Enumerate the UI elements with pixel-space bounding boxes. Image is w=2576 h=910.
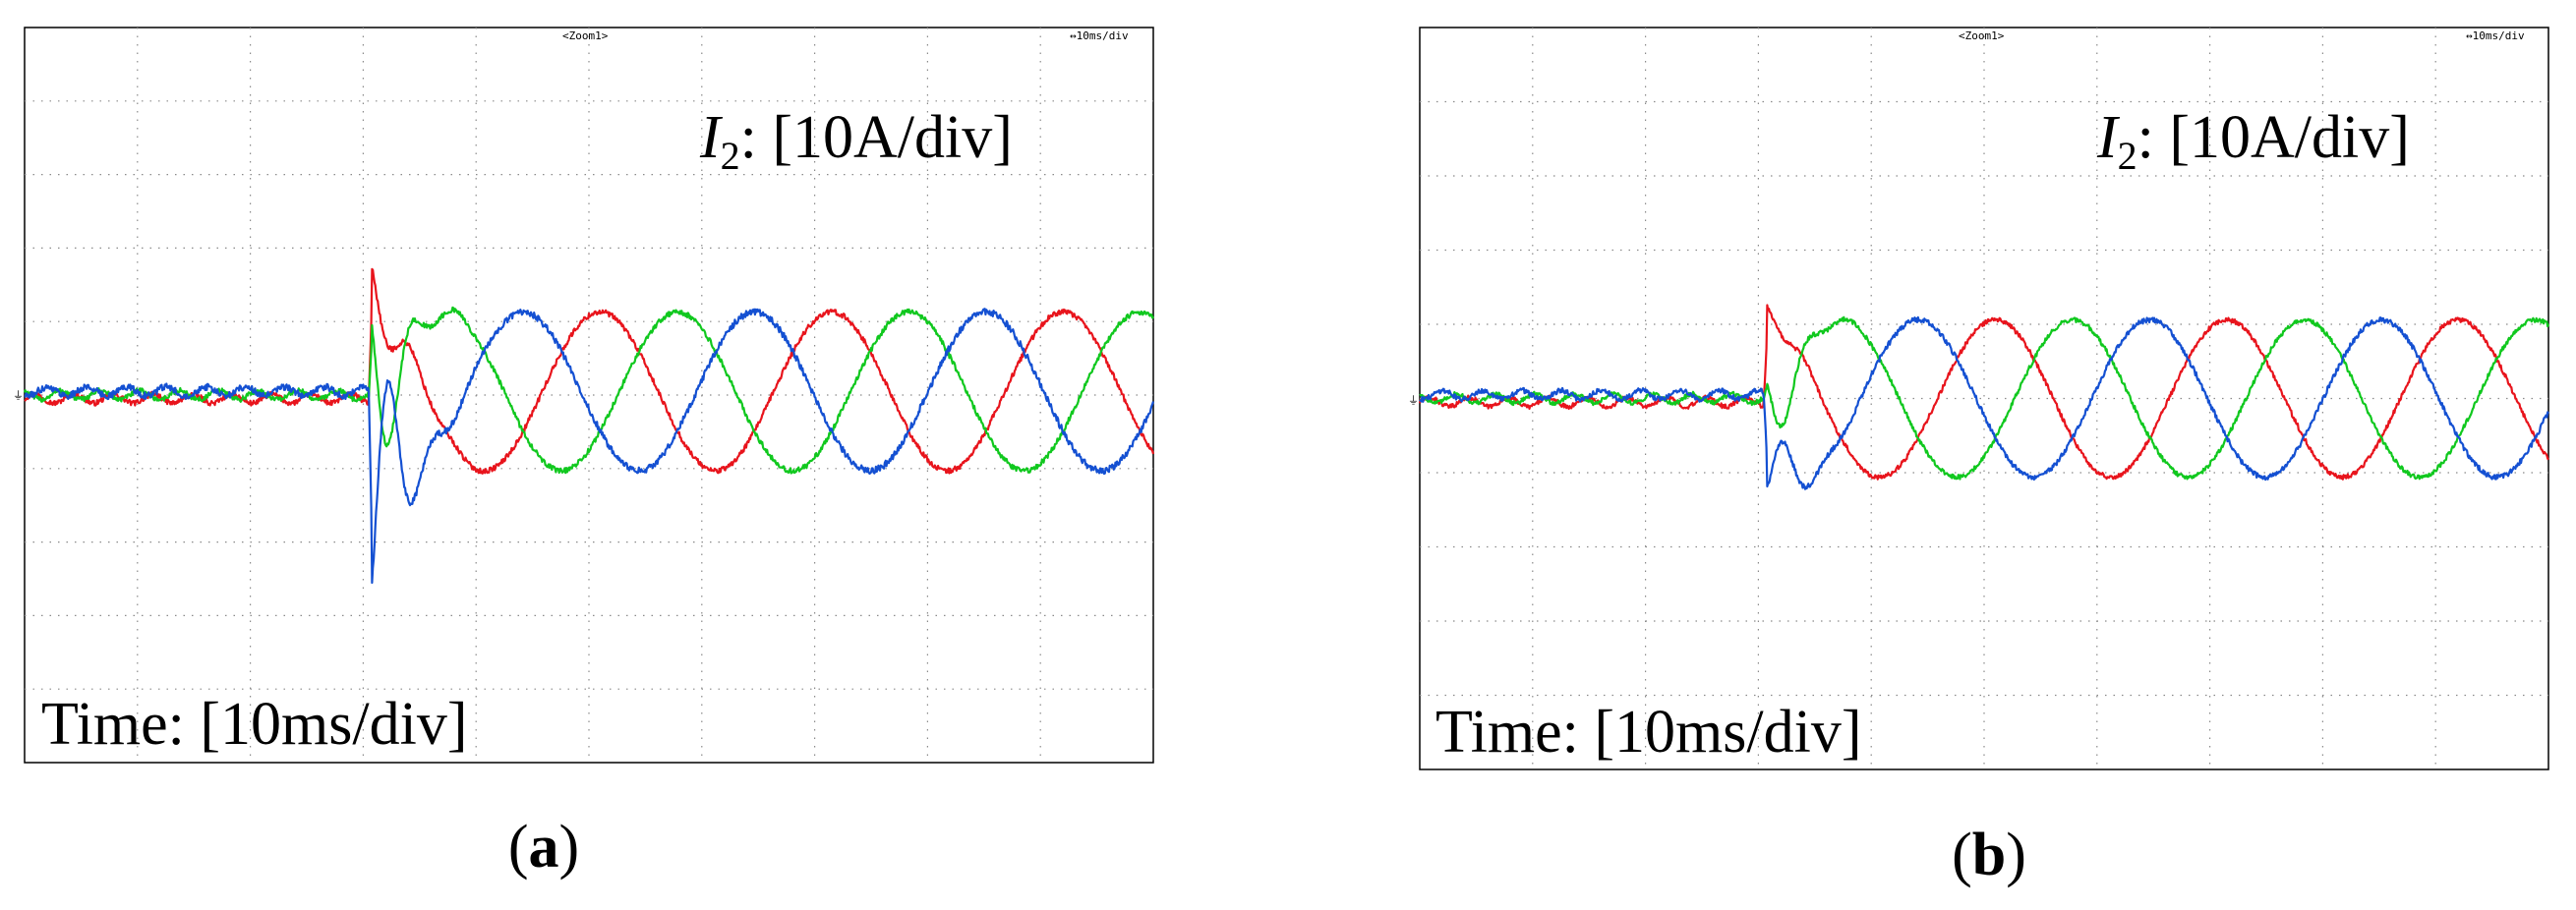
panel-b: <Zoom1> ↔10ms/div I2: [10A/div] Time: [1… xyxy=(1408,28,2548,888)
ground-marker-a: ⏚ xyxy=(13,389,24,402)
caption-open-b: ( xyxy=(1952,822,1972,888)
current-scale-b: : [10A/div] xyxy=(2137,104,2410,171)
ground-marker-b: ⏚ xyxy=(1408,394,1419,407)
caption-letter-b: b xyxy=(1972,822,2006,888)
current-scale-a: : [10A/div] xyxy=(740,104,1013,171)
timebase-label-a: ↔10ms/div xyxy=(1070,29,1129,42)
panel-a: <Zoom1> ↔10ms/div I2: [10A/div] Time: [1… xyxy=(13,28,1153,881)
caption-close-b: ) xyxy=(2006,822,2026,888)
zoom-label-b: <Zoom1> xyxy=(1959,29,2005,42)
caption-open-a: ( xyxy=(508,814,529,881)
time-scale-label-a: Time: [10ms/div] xyxy=(41,691,468,758)
zoom-label-a: <Zoom1> xyxy=(562,29,609,42)
caption-close-a: ) xyxy=(559,814,580,881)
timebase-label-b: ↔10ms/div xyxy=(2466,29,2525,42)
current-subscript-a: 2 xyxy=(721,134,740,178)
current-subscript-b: 2 xyxy=(2118,134,2137,178)
caption-b: (b) xyxy=(1952,822,2026,888)
caption-letter-a: a xyxy=(529,814,559,881)
current-scale-label-b: I2: [10A/div] xyxy=(2096,104,2410,178)
time-scale-label-b: Time: [10ms/div] xyxy=(1435,699,1862,766)
current-scale-label-a: I2: [10A/div] xyxy=(699,104,1013,178)
caption-a: (a) xyxy=(508,814,579,881)
